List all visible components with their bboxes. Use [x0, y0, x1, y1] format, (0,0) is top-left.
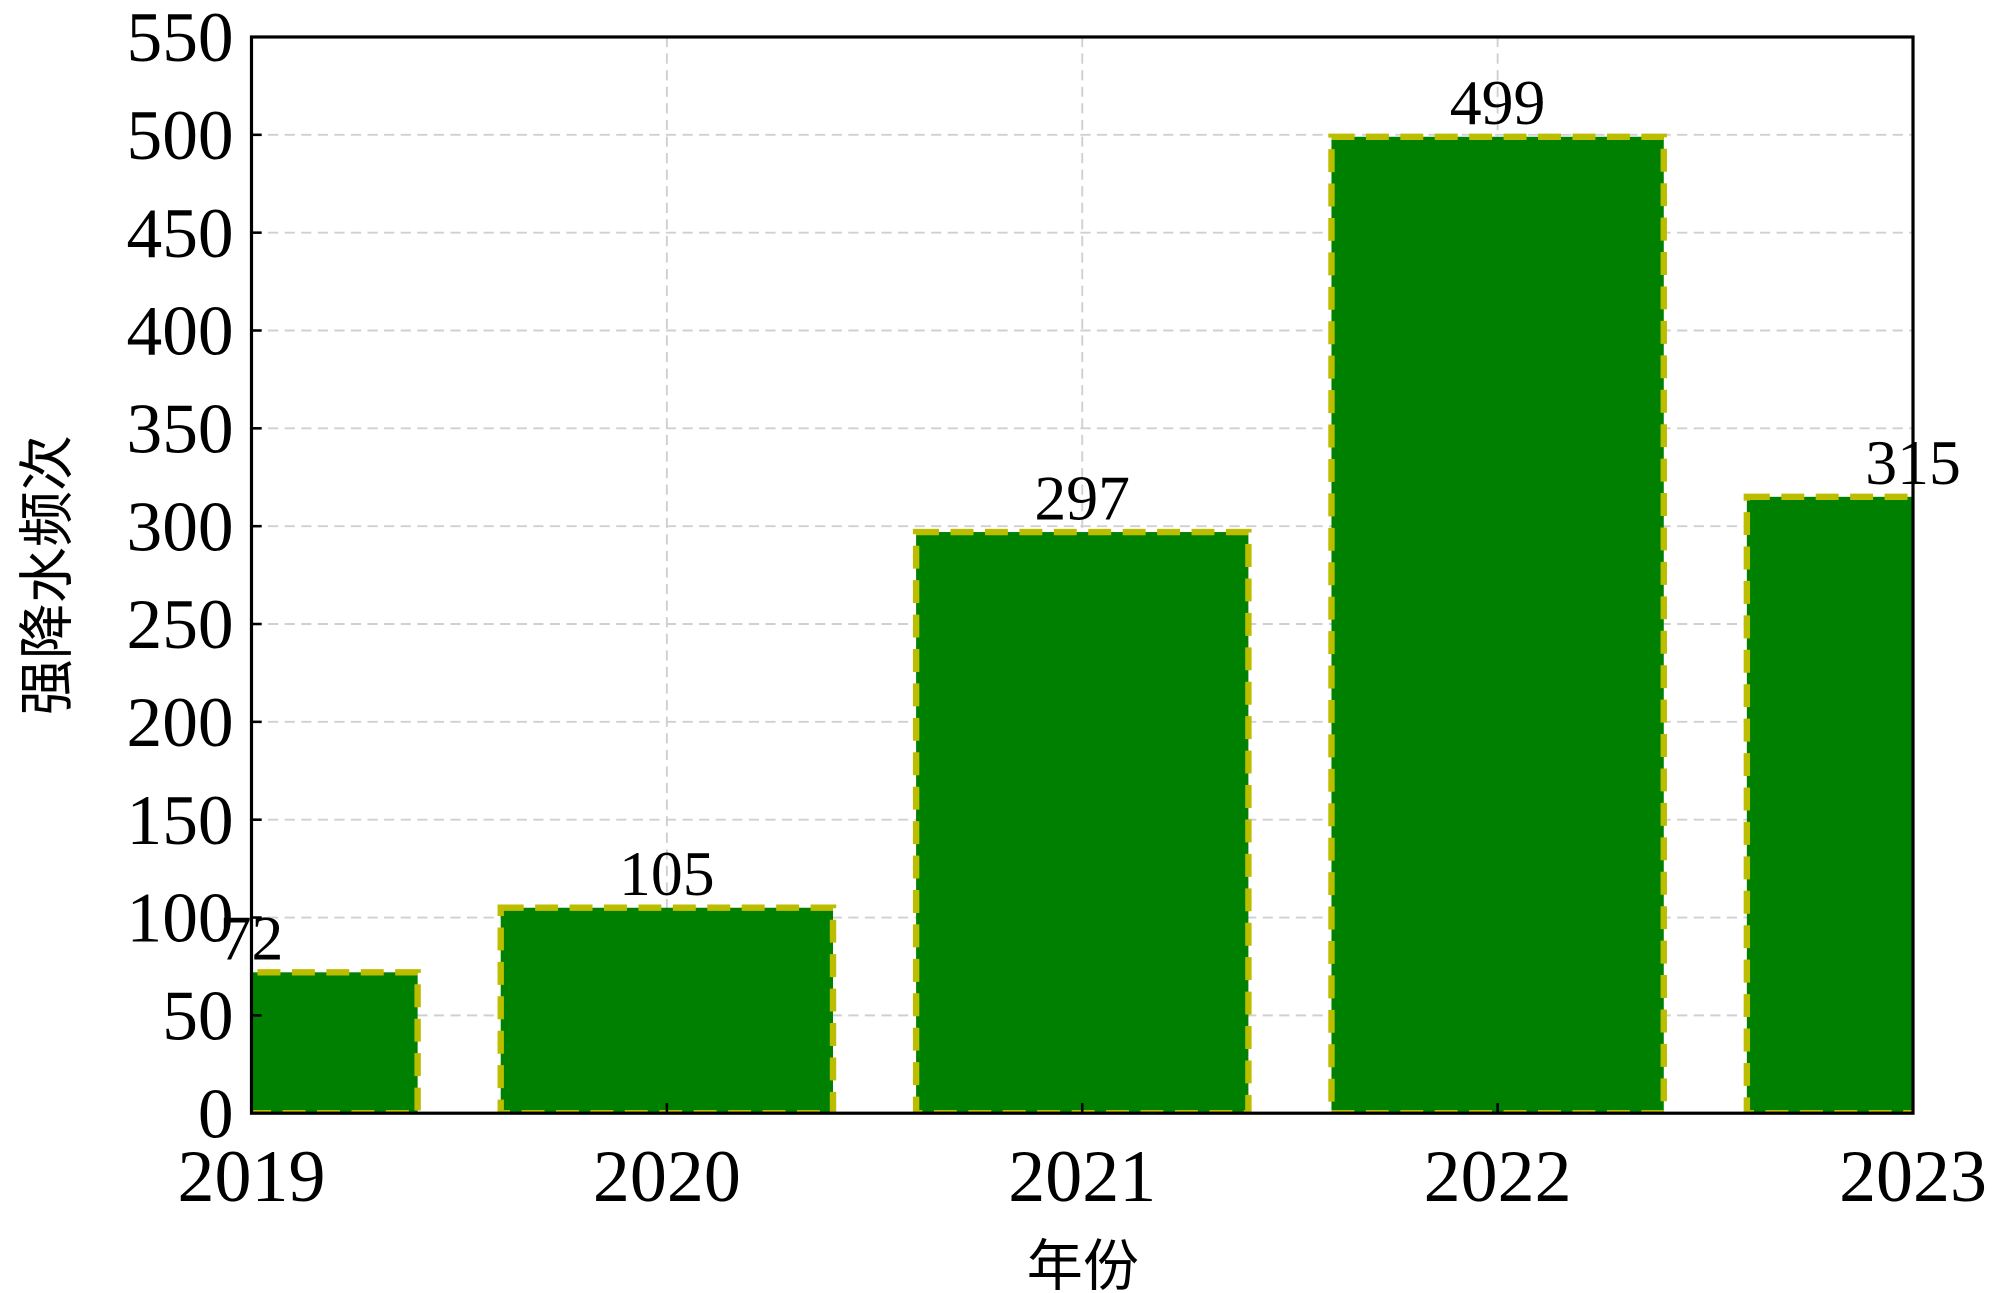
y-tick-label: 150 — [127, 781, 234, 860]
y-tick-label: 250 — [127, 585, 234, 664]
y-tick-label: 100 — [127, 879, 234, 958]
y-tick-label: 350 — [127, 390, 234, 469]
data-label: 499 — [1450, 67, 1546, 138]
y-tick-label: 0 — [198, 1074, 234, 1153]
bars — [251, 133, 1914, 1114]
bar — [912, 528, 1252, 1114]
data-label: 297 — [1034, 462, 1130, 533]
x-tick-label: 2019 — [178, 1135, 326, 1217]
x-axis-label: 年份 — [1027, 1234, 1139, 1293]
y-tick-label: 550 — [127, 0, 234, 77]
y-tick-label: 450 — [127, 194, 234, 273]
y-tick-label: 50 — [162, 977, 233, 1056]
x-tick-label: 2022 — [1424, 1135, 1572, 1217]
x-tick-label: 2023 — [1839, 1135, 1987, 1217]
bar — [1743, 493, 1914, 1114]
y-axis-label: 强降水频次 — [16, 435, 81, 715]
bar — [251, 969, 421, 1114]
y-tick-label: 200 — [127, 683, 234, 762]
y-tick-label: 300 — [127, 487, 234, 566]
plot-frame — [249, 35, 1915, 1115]
data-label: 105 — [619, 838, 715, 909]
x-tick-label: 2021 — [1008, 1135, 1156, 1217]
overlay: 0 50 100 150 200 250 300 350 400 450 500 550 2019 202… — [127, 0, 1987, 1217]
bar — [497, 904, 837, 1114]
y-tick-label: 400 — [127, 292, 234, 371]
y-tick-label: 500 — [127, 96, 234, 175]
x-tick-label: 2020 — [593, 1135, 741, 1217]
bar — [1328, 133, 1667, 1114]
